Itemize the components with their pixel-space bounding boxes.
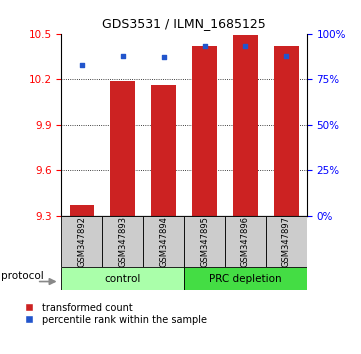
Bar (266, 216, 307, 267)
Bar (184, 267, 307, 290)
Title: GDS3531 / ILMN_1685125: GDS3531 / ILMN_1685125 (102, 17, 266, 30)
Point (283, 53, 289, 58)
Text: GSM347896: GSM347896 (241, 216, 250, 267)
Bar (143, 216, 184, 267)
Bar (184, 216, 225, 267)
Text: GSM347895: GSM347895 (200, 216, 209, 267)
Bar (192, 46, 217, 216)
Text: PRC depletion: PRC depletion (209, 274, 282, 284)
Point (243, 44, 248, 49)
Legend: transformed count, percentile rank within the sample: transformed count, percentile rank withi… (16, 299, 211, 329)
Point (202, 44, 208, 49)
Text: control: control (105, 274, 141, 284)
Bar (61, 267, 184, 290)
Bar (70, 205, 94, 216)
Bar (233, 35, 258, 216)
Point (161, 55, 166, 60)
Point (120, 53, 126, 58)
Bar (225, 216, 266, 267)
Text: GSM347894: GSM347894 (159, 216, 168, 267)
Text: GSM347892: GSM347892 (77, 216, 86, 267)
Bar (61, 216, 102, 267)
Bar (151, 85, 176, 216)
Text: protocol: protocol (1, 271, 44, 281)
Text: GSM347893: GSM347893 (118, 216, 127, 267)
Bar (274, 46, 299, 216)
Bar (102, 216, 143, 267)
Bar (110, 81, 135, 216)
Point (79, 62, 85, 68)
Text: GSM347897: GSM347897 (282, 216, 291, 267)
